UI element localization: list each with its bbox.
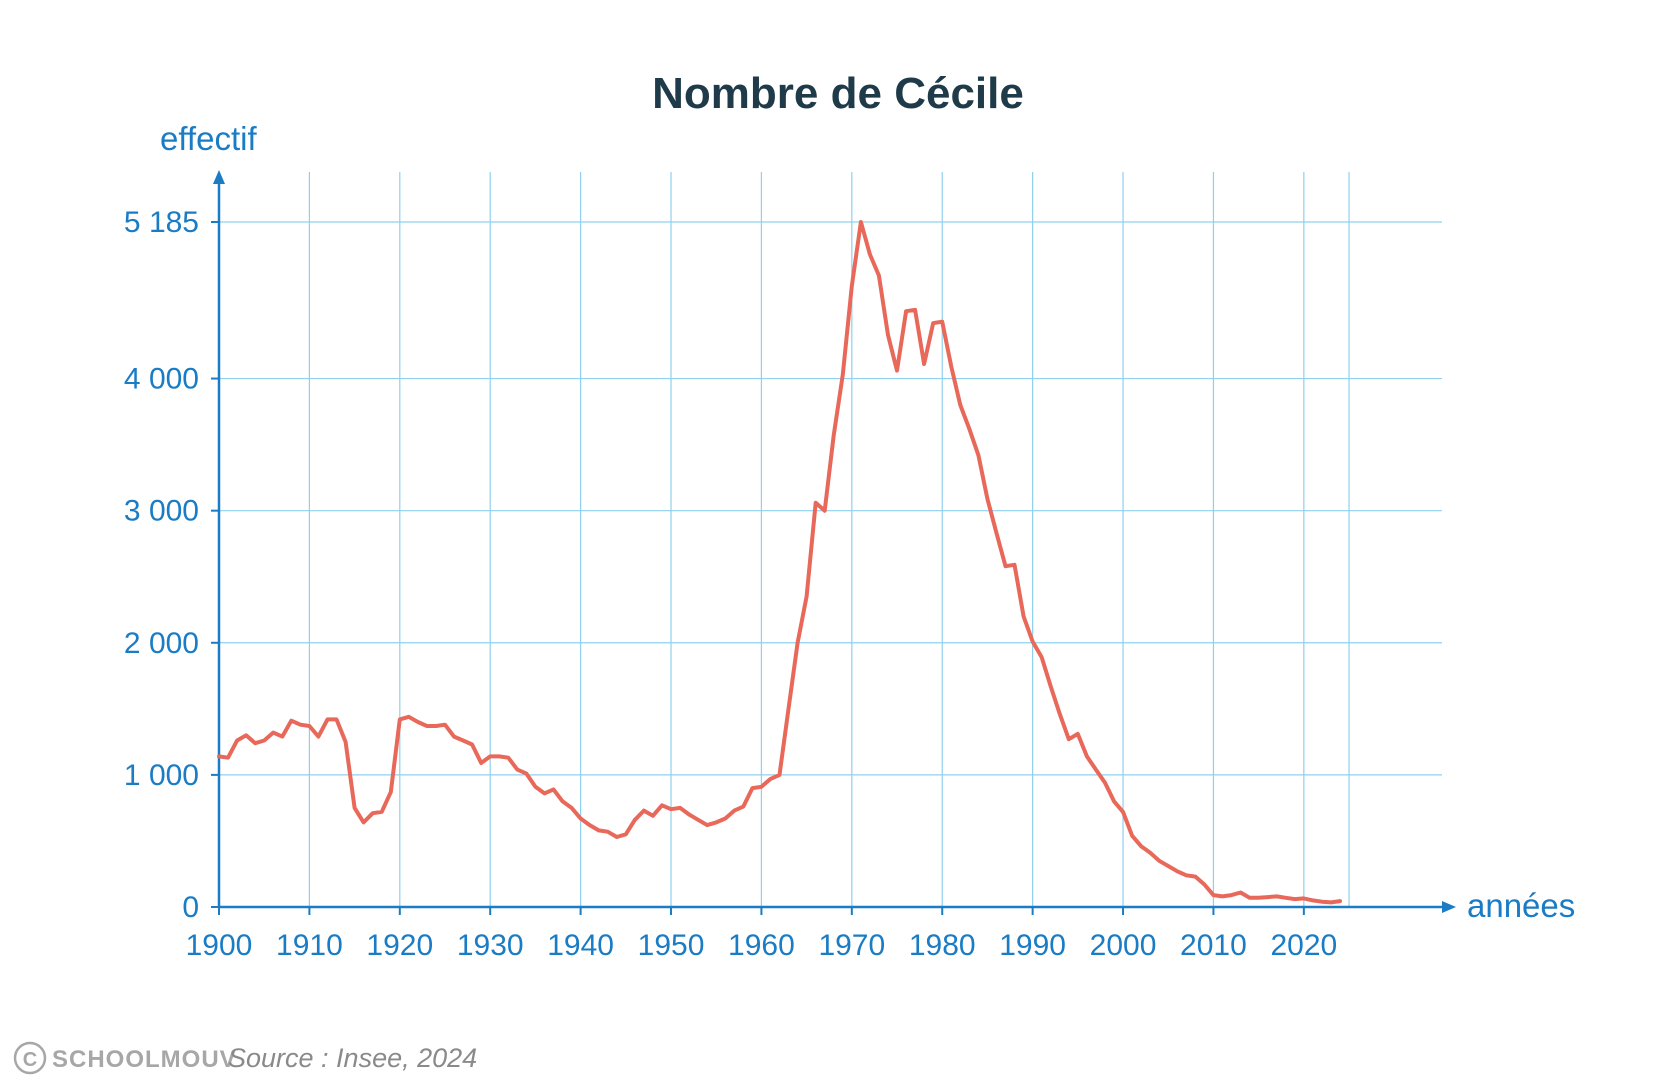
- y-axis-label: effectif: [160, 120, 257, 157]
- y-axis: [213, 170, 225, 907]
- x-axis-arrow-icon: [1442, 901, 1456, 913]
- copyright-icon: C: [13, 1041, 47, 1075]
- series-line: [217, 220, 1342, 905]
- grid: [219, 172, 1442, 907]
- ticks: 1900 1910 1920 1930 1940 1950 1960 1970 1980 1990…: [124, 206, 1337, 962]
- x-tick-label: 2010: [1180, 929, 1247, 962]
- x-tick-label: 1950: [638, 929, 705, 962]
- y-tick-label: 2 000: [124, 627, 199, 660]
- x-tick-label: 1960: [728, 929, 795, 962]
- y-tick-label: 1 000: [124, 759, 199, 792]
- x-tick-label: 1990: [999, 929, 1066, 962]
- x-axis: [219, 901, 1456, 913]
- x-tick-label: 2020: [1270, 929, 1337, 962]
- y-tick-label: 3 000: [124, 495, 199, 528]
- brand-logo: SCHOOLMOUV: [52, 1046, 237, 1073]
- x-tick-label: 1910: [276, 929, 343, 962]
- copyright-symbol: C: [23, 1049, 37, 1071]
- chart-title: Nombre de Cécile: [652, 69, 1024, 118]
- series: [217, 220, 1342, 905]
- source-note: Source : Insee, 2024: [228, 1043, 477, 1073]
- footer: C SCHOOLMOUV Source : Insee, 2024: [13, 1041, 477, 1075]
- y-axis-arrow-icon: [213, 170, 225, 184]
- x-tick-label: 1970: [818, 929, 885, 962]
- y-tick-label: 4 000: [124, 363, 199, 396]
- x-tick-label: 1920: [366, 929, 433, 962]
- x-tick-label: 1980: [909, 929, 976, 962]
- x-tick-label: 2000: [1090, 929, 1157, 962]
- x-axis-label: années: [1467, 887, 1575, 924]
- y-tick-label: 5 185: [124, 206, 199, 239]
- x-tick-label: 1940: [547, 929, 614, 962]
- x-tick-label: 1930: [457, 929, 524, 962]
- x-tick-label: 1900: [186, 929, 253, 962]
- y-tick-label: 0: [182, 891, 199, 924]
